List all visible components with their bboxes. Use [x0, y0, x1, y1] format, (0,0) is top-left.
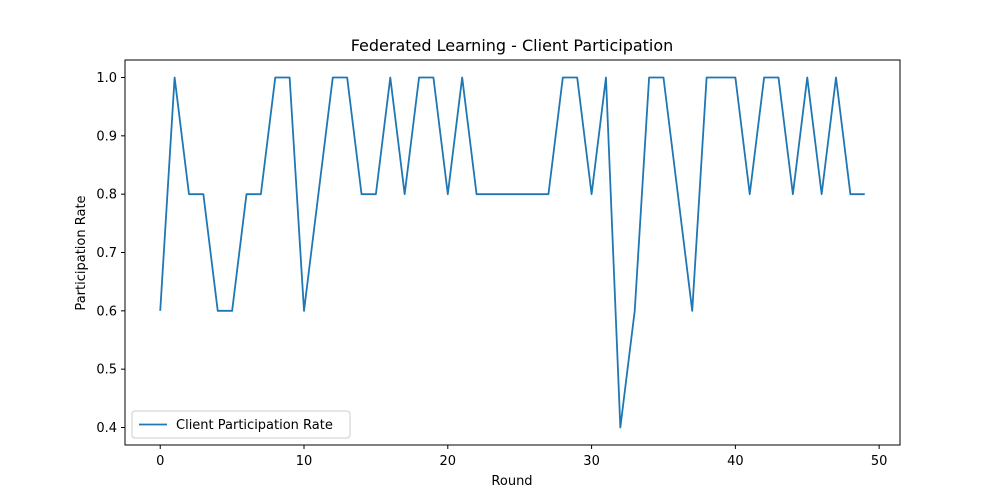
y-tick-label: 0.9: [96, 129, 117, 144]
x-tick-label: 30: [583, 454, 600, 469]
y-tick-label: 0.5: [96, 363, 117, 378]
y-tick-label: 0.8: [96, 188, 117, 203]
plot-area: 0 10 20 30 40 50 0.4 0.5 0.6 0.7 0.8 0.9 1.0: [96, 59, 901, 469]
x-tick-label: 0: [156, 454, 164, 469]
x-axis-label: Round: [491, 474, 532, 489]
y-tick-label: 0.7: [96, 246, 117, 261]
legend: Client Participation Rate: [131, 410, 351, 439]
x-tick-label: 40: [727, 454, 744, 469]
y-tick-label: 0.4: [96, 421, 117, 436]
y-tick-label: 1.0: [96, 71, 117, 86]
series-line-client-participation-rate: [159, 76, 865, 429]
x-axis: 0 10 20 30 40 50: [156, 445, 887, 469]
legend-box: [131, 410, 351, 439]
legend-label: Client Participation Rate: [176, 418, 333, 433]
y-tick-label: 0.6: [96, 304, 117, 319]
y-axis: 0.4 0.5 0.6 0.7 0.8 0.9 1.0: [96, 71, 125, 436]
x-tick-label: 50: [871, 454, 888, 469]
x-tick-label: 20: [440, 454, 457, 469]
chart-title: Federated Learning - Client Participatio…: [351, 36, 674, 55]
x-tick-label: 10: [296, 454, 313, 469]
y-axis-label: Participation Rate: [74, 195, 89, 310]
